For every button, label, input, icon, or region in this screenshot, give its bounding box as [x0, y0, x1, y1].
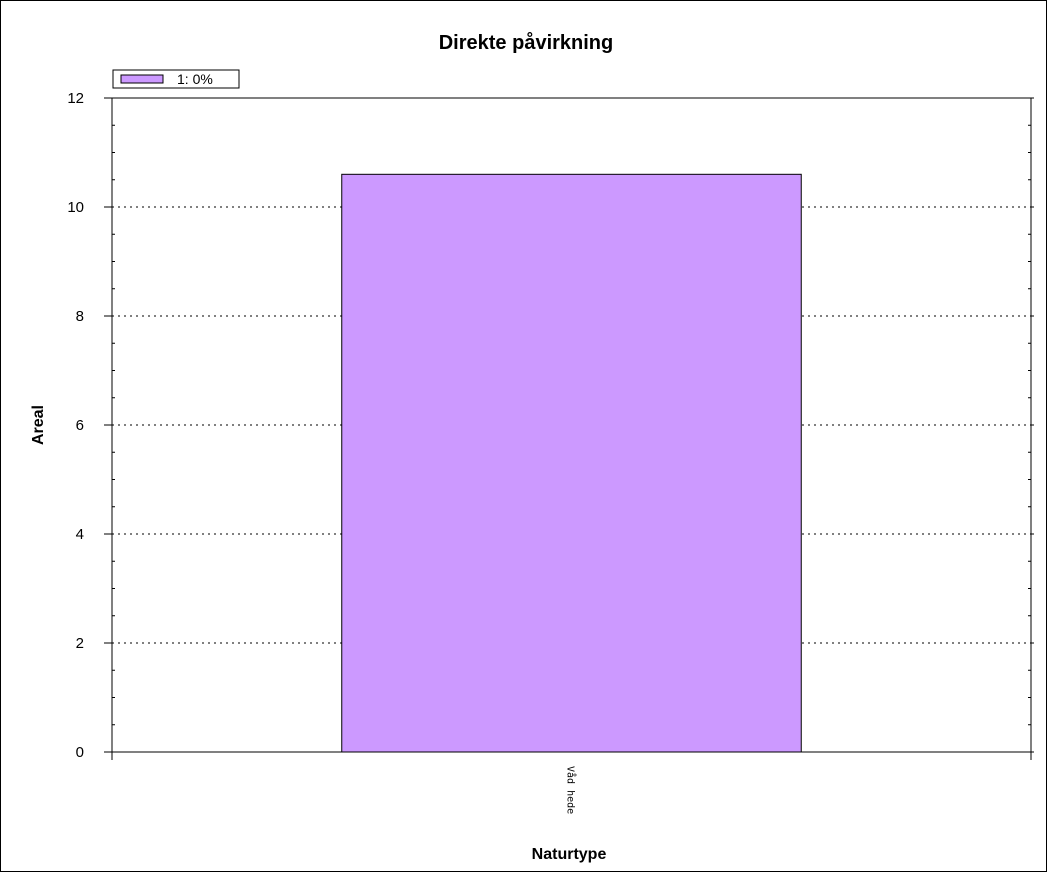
y-tick-label: 0: [76, 744, 84, 761]
y-tick-label: 2: [76, 635, 84, 652]
legend-label: 1: 0%: [177, 71, 213, 87]
bars: [341, 173, 802, 753]
y-tick-label: 4: [76, 526, 84, 543]
y-axis-label: Areal: [30, 405, 47, 445]
x-axis-label: Naturtype: [532, 846, 607, 863]
x-axis-tick-labels: Våd hede: [565, 766, 578, 814]
y-tick-label: 8: [76, 308, 84, 325]
bar: [341, 173, 802, 753]
legend-swatch: [120, 74, 164, 84]
x-category-label: Våd hede: [565, 766, 578, 814]
y-tick-label: 12: [67, 90, 84, 107]
axis-ticks: [104, 97, 1034, 760]
legend: 1: 0%: [112, 69, 240, 89]
y-tick-label: 6: [76, 417, 84, 434]
chart-title: Direkte påvirkning: [439, 31, 614, 54]
y-axis-tick-labels: 0 2 4 6 8 10 12: [67, 90, 84, 761]
y-tick-label: 10: [67, 199, 84, 216]
